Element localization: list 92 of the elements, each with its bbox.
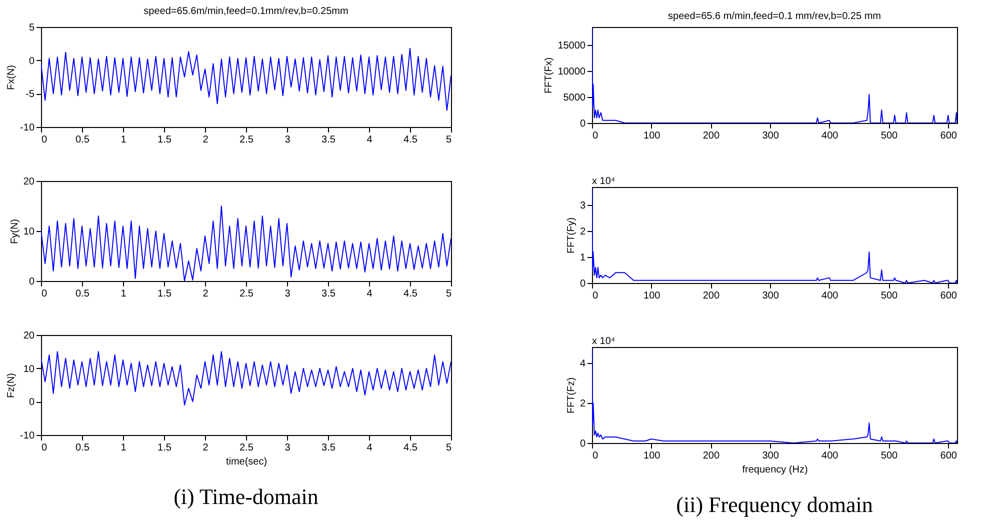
x-tick-label: 2.5 bbox=[240, 442, 254, 454]
y-tick-label: 1 bbox=[580, 252, 586, 264]
text: x 10⁴ bbox=[592, 176, 616, 187]
x-tick-label: 3 bbox=[284, 134, 291, 146]
x-tick-label: 1 bbox=[120, 288, 127, 300]
y-axis-title: FFT(Fx) bbox=[544, 57, 555, 94]
x-tick-label: 300 bbox=[762, 130, 780, 142]
line-series bbox=[41, 206, 451, 281]
chart-title: speed=65.6m/min,feed=0.1mm/rev,b=0.25mm bbox=[144, 6, 348, 17]
x-tick-label: 600 bbox=[940, 130, 958, 142]
x-tick-label: 0 bbox=[42, 442, 48, 454]
x-tick-label: 200 bbox=[702, 290, 720, 302]
x-tick-label: 1.5 bbox=[158, 288, 172, 300]
x-tick-label: 500 bbox=[880, 130, 898, 142]
x-tick-label: 3 bbox=[284, 442, 291, 454]
y-tick-label: 0 bbox=[580, 278, 586, 290]
x-tick-label: 0.5 bbox=[76, 134, 90, 146]
x-tick-label: 4 bbox=[366, 442, 373, 454]
y-axis-title: FFT(Fz) bbox=[566, 377, 577, 414]
x-tick-label: 2 bbox=[202, 288, 209, 300]
y-axis-title: Fy(N) bbox=[9, 219, 20, 244]
x-tick-label: 0 bbox=[592, 130, 598, 142]
y-tick-label: 10 bbox=[23, 364, 35, 375]
y-axis-title: Fz(N) bbox=[6, 373, 18, 398]
x-tick-label: 0.5 bbox=[76, 442, 90, 454]
text: (i) Time-domain bbox=[174, 484, 318, 509]
x-tick-label: 100 bbox=[644, 290, 661, 302]
x-tick-label: 0 bbox=[592, 450, 598, 462]
y-tick-label: 5 bbox=[28, 22, 35, 34]
y-tick-label: 2 bbox=[580, 398, 586, 410]
x-tick-label: 0.5 bbox=[76, 288, 90, 300]
y-tick-label: -10 bbox=[20, 122, 35, 134]
x-tick-label: 200 bbox=[702, 450, 720, 462]
x-tick-label: 400 bbox=[822, 130, 839, 142]
x-tick-label: 500 bbox=[880, 290, 898, 302]
x-tick-label: 100 bbox=[644, 450, 661, 462]
x-tick-label: 4 bbox=[366, 134, 373, 146]
y-tick-label: 4 bbox=[580, 358, 586, 370]
x-tick-label: 3.5 bbox=[322, 442, 336, 454]
line-series bbox=[41, 351, 451, 406]
x-tick-label: 100 bbox=[644, 130, 661, 142]
x-tick-label: 600 bbox=[940, 450, 958, 462]
y-tick-label: -5 bbox=[26, 89, 35, 100]
x-tick-label: 1.5 bbox=[158, 134, 172, 146]
x-tick-label: 600 bbox=[940, 290, 958, 302]
y-tick-label: 20 bbox=[23, 176, 35, 188]
x-tick-label: 3.5 bbox=[322, 134, 336, 146]
x-tick-label: 5 bbox=[446, 134, 452, 146]
y-tick-label: 3 bbox=[580, 200, 586, 212]
x-tick-label: 4.5 bbox=[404, 442, 418, 454]
x-tick-label: 1 bbox=[120, 442, 127, 454]
y-tick-label: 10000 bbox=[558, 66, 586, 78]
x-tick-label: 4.5 bbox=[404, 288, 418, 300]
x-tick-label: 4 bbox=[366, 288, 373, 300]
x-axis-title: time(sec) bbox=[226, 456, 268, 468]
x-tick-label: 2 bbox=[202, 134, 209, 146]
x-tick-label: 2.5 bbox=[240, 288, 254, 300]
text: x 10⁴ bbox=[592, 336, 616, 347]
y-tick-label: 0 bbox=[28, 276, 35, 288]
x-tick-label: 400 bbox=[822, 450, 839, 462]
x-tick-label: 0 bbox=[42, 134, 48, 146]
y-tick-label: 0 bbox=[28, 56, 35, 67]
x-tick-label: 400 bbox=[822, 290, 839, 302]
text: (ii) Frequency domain bbox=[676, 492, 873, 517]
x-tick-label: 1.5 bbox=[158, 442, 172, 454]
x-tick-label: 3.5 bbox=[322, 288, 336, 300]
x-tick-label: 200 bbox=[702, 130, 720, 142]
y-axis-title: FFT(Fy) bbox=[566, 217, 577, 254]
x-tick-label: 2.5 bbox=[240, 134, 254, 146]
x-tick-label: 3 bbox=[284, 288, 291, 300]
line-series bbox=[41, 48, 451, 111]
x-axis-title: frequency (Hz) bbox=[742, 464, 808, 476]
x-tick-label: 5 bbox=[446, 288, 452, 300]
x-tick-label: 0 bbox=[592, 290, 598, 302]
x-tick-label: 5 bbox=[446, 442, 452, 454]
y-tick-label: 0 bbox=[28, 397, 35, 408]
y-tick-label: 20 bbox=[23, 330, 35, 342]
y-tick-label: -10 bbox=[20, 430, 35, 442]
y-tick-label: 5000 bbox=[563, 92, 586, 104]
x-tick-label: 2 bbox=[202, 442, 209, 454]
x-tick-label: 4.5 bbox=[404, 134, 418, 146]
y-tick-label: 0 bbox=[580, 118, 586, 130]
y-tick-label: 15000 bbox=[558, 40, 586, 52]
x-tick-label: 1 bbox=[120, 134, 127, 146]
y-tick-label: 2 bbox=[580, 226, 586, 238]
chart-title: speed=65.6 m/min,feed=0.1 mm/rev,b=0.25 mm bbox=[668, 11, 881, 22]
y-axis-title: Fx(N) bbox=[6, 65, 18, 90]
x-tick-label: 500 bbox=[880, 450, 898, 462]
y-tick-label: 10 bbox=[23, 226, 35, 238]
x-tick-label: 300 bbox=[762, 450, 780, 462]
x-tick-label: 0 bbox=[42, 288, 48, 300]
x-tick-label: 300 bbox=[762, 290, 780, 302]
